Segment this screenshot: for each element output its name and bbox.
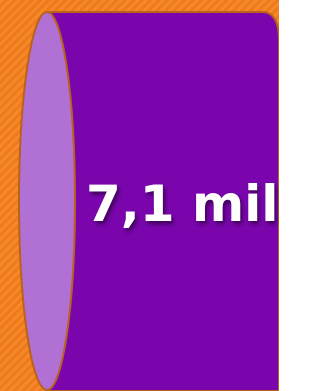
screen: 7,1 mil xyxy=(0,0,279,391)
value-label: 7,1 mil xyxy=(86,175,278,233)
cylinder-end xyxy=(19,12,75,390)
